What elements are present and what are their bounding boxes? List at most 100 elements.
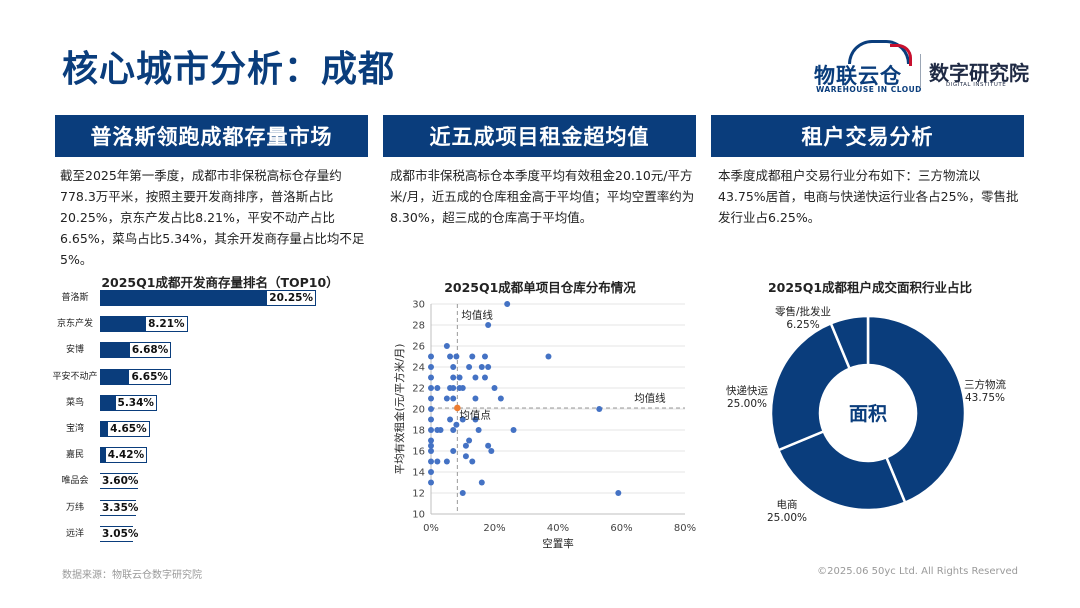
scatter-point [443,343,450,349]
bar-row: 唯品会 3.60% [61,470,340,492]
scatter-point [485,322,492,328]
bar-category-label: 唯品会 [61,476,89,487]
scatter-point [510,427,517,433]
bar-value-label: 6.65% [129,369,170,384]
scatter-point [488,448,495,454]
scatter-point [615,490,622,496]
banner-left: 普洛斯领跑成都存量市场 [55,115,368,157]
scatter-point [450,427,457,433]
bar-value-label: 4.42% [105,448,147,463]
scatter-point [462,442,469,449]
x-tick-label: 80% [674,523,696,534]
scatter-point [434,458,441,465]
x-axis-title: 空置率 [542,537,574,550]
scatter-point [447,416,454,423]
mean-line-horizontal-label: 均值线 [634,392,666,405]
scatter-point [428,448,434,454]
scatter-point [428,458,434,465]
page-title: 核心城市分析：成都 [62,49,396,90]
mean-point-label: 均值点 [459,408,491,421]
y-tick-label: 28 [412,321,425,332]
bar-value-label: 3.35% [100,500,141,515]
banner-right: 租户交易分析 [711,115,1024,157]
scatter-point [469,353,476,360]
slice-value-label: 25.00% [767,512,807,524]
bar-value-label: 3.60% [100,474,141,489]
scatter-point [450,448,457,454]
slice-name-label: 三方物流 [964,378,1006,391]
y-tick-label: 16 [412,447,425,458]
bar-row: 菜鸟 5.34% [66,392,340,414]
mean-point [454,404,461,412]
donut-chart-title: 2025Q1成都租户成交面积行业占比 [767,280,973,295]
bar-category-label: 平安不动产 [52,371,98,382]
scatter-chart-title: 2025Q1成都单项目仓库分布情况 [444,280,636,295]
scatter-point [428,395,434,402]
desc-right: 本季度成都租户交易行业分布如下：三方物流以43.75%居首，电商与快递快运行业各… [718,168,1019,225]
logo-sub-text: WAREHOUSE IN CLOUD [816,85,922,94]
scatter-point [428,374,434,381]
scatter-point [478,479,485,486]
bar-category-label: 远洋 [65,528,84,539]
x-tick-label: 20% [483,523,505,534]
bar-row: 宝湾 4.65% [66,418,340,440]
scatter-point [428,385,434,391]
bar-row: 平安不动产 6.65% [52,366,340,388]
scatter-point [453,421,460,428]
mean-line-vertical-label: 均值线 [461,309,493,322]
scatter-point [434,385,441,391]
bar-value-label: 6.68% [129,343,171,358]
scatter-point [504,301,511,307]
y-tick-label: 12 [412,489,425,500]
scatter-point [491,385,498,391]
scatter-point [428,469,434,475]
scatter-point [472,416,479,423]
bar-row: 安博 6.68% [66,339,340,361]
scatter-point [428,427,434,433]
scatter-point [428,364,434,370]
slice-value-label: 43.75% [965,392,1005,404]
bar-category-label: 宝湾 [65,424,84,434]
scatter-point [443,458,450,465]
y-axis-title: 平均有效租金(元/平方米/月) [393,344,406,475]
donut-slice [866,314,967,505]
scatter-point [443,395,450,402]
bar-category-label: 京东产发 [56,319,93,330]
scatter-point [485,364,492,370]
scatter-point [478,364,485,370]
scatter-point [450,374,457,381]
scatter-point [459,385,466,391]
y-tick-label: 30 [412,300,425,311]
bar [100,290,316,306]
scatter-point [428,416,434,423]
scatter-point [428,406,434,412]
scatter-point [450,385,457,391]
slice-value-label: 6.25% [786,319,819,331]
donut-slice [829,314,870,371]
scatter-point [450,395,457,402]
y-tick-label: 26 [412,342,425,353]
institute-sub: DIGITAL INSTITUTE [946,82,1007,88]
donut-chart: 三方物流43.75%电商25.00%快递快运25.00%零售/批发业6.25%面… [726,305,1006,524]
slice-name-label: 电商 [777,498,798,511]
bar-chart-title: 2025Q1成都开发商存量排名（TOP10） [101,275,339,290]
scatter-point [459,490,466,496]
bar-row: 远洋 3.05% [66,523,340,545]
slice-value-label: 25.00% [727,398,767,410]
scatter-point [466,364,473,370]
scatter-point [428,442,434,449]
y-tick-label: 20 [412,405,425,416]
bar-row: 万纬 3.35% [66,497,340,519]
bar-row: 嘉民 4.42% [66,444,340,466]
bar-row: 京东产发 8.21% [57,313,340,335]
donut-slice [769,321,852,452]
scatter-point [466,437,473,444]
scatter-point [472,374,479,381]
y-tick-label: 22 [412,384,425,395]
scatter-point [469,458,476,465]
slice-name-label: 零售/批发业 [775,305,831,318]
desc-middle: 成都市非保税高标仓本季度平均有效租金20.10元/平方米/月，近五成的仓库租金高… [390,168,695,225]
x-tick-label: 60% [610,523,632,534]
logo-main-text: 物联云仓 [814,64,902,88]
